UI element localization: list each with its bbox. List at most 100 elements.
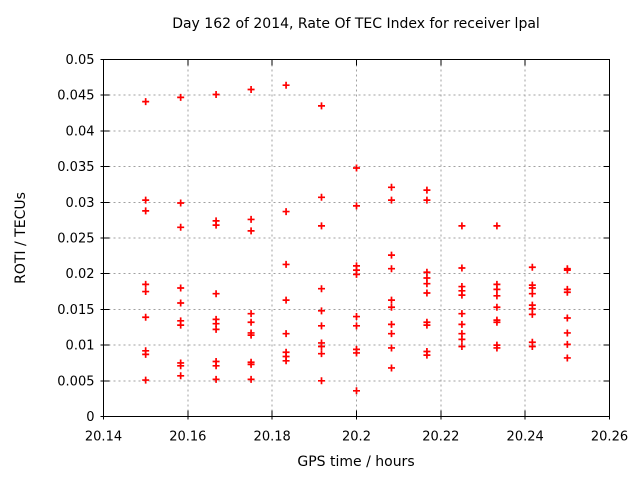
data-point-marker [458,264,466,272]
data-point-marker [282,357,290,365]
data-point-marker [282,208,290,216]
data-point-marker [458,320,466,328]
y-tick-label: 0.05 [66,53,95,68]
data-point-marker [458,335,466,343]
y-tick-label: 0 [86,410,94,425]
data-point-marker [318,377,326,385]
data-point-marker [142,280,150,288]
data-point-marker [282,330,290,338]
axis-tick-labels: 20.14 20.16 20.18 20.2 20.22 20.24 20.26 0 0.005… [57,53,628,445]
data-point-marker [282,81,290,89]
data-point-marker [458,222,466,230]
data-point-marker [387,320,395,328]
data-point-marker [282,260,290,268]
data-point-marker [247,375,255,383]
data-point-marker [212,325,220,333]
data-point-marker [177,321,185,329]
data-point-marker [142,98,150,106]
gridlines [103,59,610,417]
y-tick-label: 0.02 [66,267,95,282]
data-point-marker [177,372,185,380]
data-point-marker [142,207,150,215]
data-point-marker [563,288,571,296]
data-point-marker [387,296,395,304]
data-point-marker [177,199,185,207]
data-point-marker [318,307,326,315]
data-point-marker [423,196,431,204]
data-point-marker [142,313,150,321]
data-point-marker [563,314,571,322]
data-point-marker [318,343,326,351]
data-points [142,81,571,395]
data-point-marker [247,318,255,326]
data-point-marker [353,313,360,321]
data-point-marker [423,280,431,288]
data-point-marker [318,285,326,293]
data-point-marker [212,90,220,98]
data-point-marker [247,310,255,318]
data-point-marker [282,296,290,304]
data-point-marker [387,330,395,338]
data-point-marker [247,331,255,339]
data-point-marker [528,310,536,318]
x-tick-label: 20.2 [342,430,371,445]
y-tick-label: 0.045 [57,89,94,104]
data-point-marker [387,344,395,352]
data-point-marker [318,322,326,330]
data-point-marker [247,85,255,93]
data-point-marker [387,251,395,259]
data-point-marker [247,227,255,235]
y-tick-label: 0.025 [57,232,94,247]
data-point-marker [247,360,255,368]
x-tick-label: 20.16 [169,430,206,445]
y-tick-label: 0.03 [66,196,95,211]
data-point-marker [387,196,395,204]
data-point-marker [142,288,150,296]
y-tick-label: 0.015 [57,303,94,318]
data-point-marker [387,183,395,191]
data-point-marker [353,164,360,172]
data-point-marker [177,223,185,231]
data-point-marker [353,202,360,210]
data-point-marker [563,329,571,337]
data-point-marker [493,292,501,300]
data-point-marker [353,387,360,395]
x-tick-label: 20.22 [422,430,459,445]
x-tick-label: 20.18 [254,430,291,445]
y-axis-label: ROTI / TECUs [13,192,29,284]
data-point-marker [563,340,571,348]
data-point-marker [212,290,220,298]
data-point-marker [528,263,536,271]
axis-ticks [100,59,610,420]
data-point-marker [318,222,326,230]
data-point-marker [177,284,185,292]
data-point-marker [563,354,571,362]
data-point-marker [423,351,431,359]
data-point-marker [142,196,150,204]
data-point-marker [212,375,220,383]
data-point-marker [493,285,501,293]
data-point-marker [493,222,501,230]
chart-title: Day 162 of 2014, Rate Of TEC Index for r… [172,16,540,32]
data-point-marker [528,290,536,298]
data-point-marker [458,291,466,299]
x-axis-label: GPS time / hours [297,454,414,470]
data-point-marker [353,270,360,278]
data-point-marker [423,321,431,329]
data-point-marker [387,364,395,372]
x-tick-label: 20.24 [507,430,544,445]
data-point-marker [318,350,326,358]
data-point-marker [353,349,360,357]
y-tick-label: 0.04 [66,124,95,139]
data-point-marker [177,362,185,370]
data-point-marker [458,310,466,318]
data-point-marker [387,265,395,273]
data-point-marker [458,343,466,351]
data-point-marker [353,322,360,330]
y-tick-label: 0.035 [57,160,94,175]
data-point-marker [563,266,571,274]
data-point-marker [247,215,255,223]
x-tick-label: 20.26 [591,430,628,445]
